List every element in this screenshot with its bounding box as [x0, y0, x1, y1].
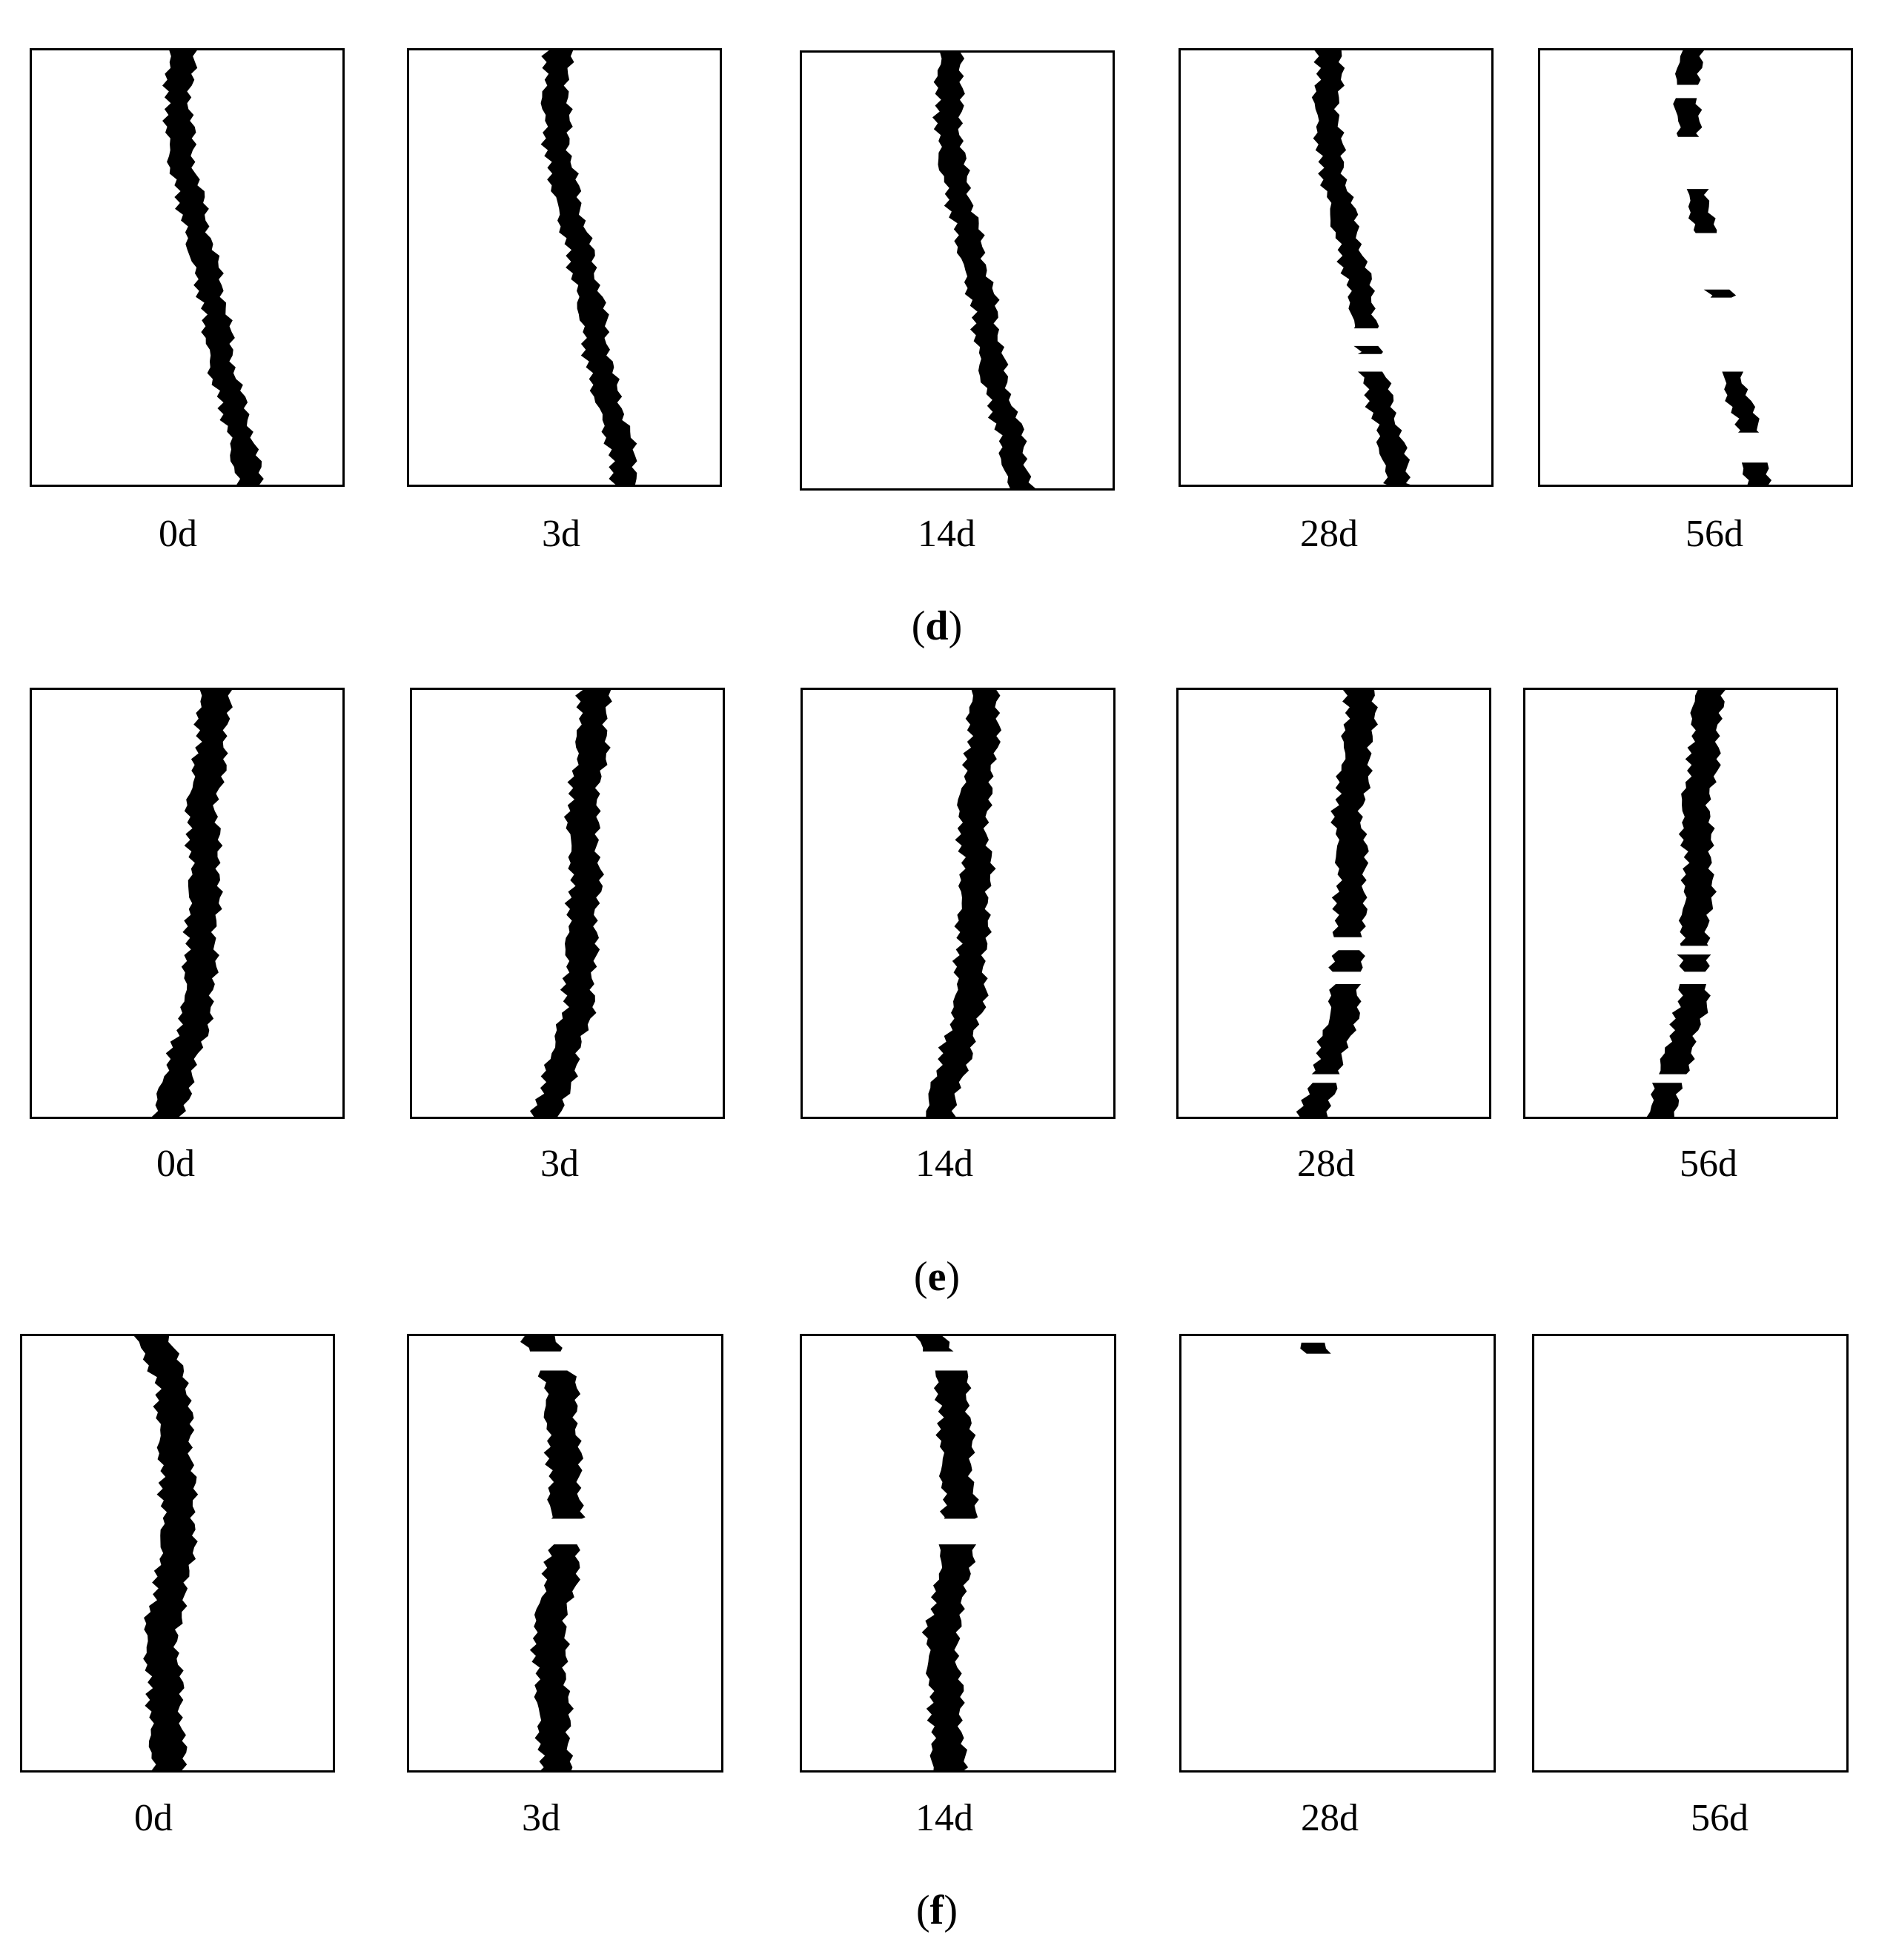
day-label-0d: 0d: [134, 1797, 173, 1839]
crack-segment: [932, 53, 1035, 488]
crack-segment: [1673, 98, 1703, 137]
crack-shape: [1296, 690, 1379, 1117]
crack-segment: [924, 690, 1002, 1117]
crack-image-d-0d: [30, 48, 345, 487]
crack-segment: [520, 1336, 563, 1352]
row-label-d: (d): [911, 603, 963, 649]
crack-segment: [921, 1544, 977, 1770]
crack-shape: [151, 690, 233, 1117]
row-letter: f: [929, 1887, 944, 1933]
crack-image-f-14d: [800, 1334, 1116, 1773]
crack-segment: [1296, 1083, 1338, 1117]
row-letter: e: [927, 1254, 947, 1300]
crack-shape: [915, 1336, 979, 1770]
crack-shape: [1300, 1342, 1331, 1354]
day-label-28d: 28d: [1300, 513, 1358, 555]
crack-image-d-56d: [1538, 48, 1853, 487]
crack-segment: [540, 50, 640, 485]
crack-segment: [1330, 690, 1379, 937]
day-label-56d: 56d: [1691, 1797, 1749, 1839]
day-label-3d: 3d: [540, 1143, 579, 1185]
crack-shape: [1673, 50, 1772, 485]
day-label-28d: 28d: [1301, 1797, 1359, 1839]
day-label-3d: 3d: [542, 513, 580, 555]
crack-image-f-56d: [1532, 1334, 1849, 1773]
crack-image-e-0d: [30, 688, 345, 1119]
crack-image-e-14d: [801, 688, 1116, 1119]
crack-segment: [1659, 983, 1711, 1074]
crack-segment: [1722, 371, 1760, 433]
day-label-14d: 14d: [915, 1797, 973, 1839]
crack-segment: [162, 50, 264, 485]
crack-segment: [537, 1370, 586, 1519]
row-letter: d: [925, 603, 949, 649]
crack-segment: [1741, 462, 1772, 485]
crack-segment: [1686, 189, 1717, 233]
day-label-3d: 3d: [522, 1797, 560, 1839]
crack-segment: [529, 690, 612, 1117]
day-label-0d: 0d: [159, 513, 197, 555]
crack-segment: [1678, 690, 1726, 946]
crack-image-d-28d: [1179, 48, 1494, 487]
crack-segment: [1674, 50, 1705, 85]
crack-segment: [1677, 954, 1711, 972]
crack-segment: [915, 1336, 954, 1352]
day-label-14d: 14d: [915, 1143, 973, 1185]
crack-segment: [1703, 289, 1737, 298]
crack-image-f-0d: [20, 1334, 335, 1773]
day-label-28d: 28d: [1297, 1143, 1355, 1185]
crack-segment: [1311, 983, 1362, 1074]
crack-shape: [540, 50, 640, 485]
crack-shape: [1534, 1336, 1846, 1770]
crack-shape: [162, 50, 264, 485]
crack-shape: [1646, 690, 1726, 1117]
crack-image-e-28d: [1176, 688, 1491, 1119]
crack-shape: [133, 1336, 199, 1770]
crack-segment: [1311, 50, 1379, 329]
crack-image-e-3d: [410, 688, 725, 1119]
crack-image-d-3d: [407, 48, 722, 487]
crack-shape: [520, 1336, 586, 1770]
crack-segment: [1328, 950, 1365, 972]
crack-segment: [529, 1544, 581, 1770]
row-label-e: (e): [913, 1254, 961, 1300]
crack-segment: [1646, 1083, 1683, 1117]
day-label-56d: 56d: [1685, 513, 1743, 555]
crack-shape: [1311, 50, 1411, 485]
crack-shape: [932, 53, 1035, 488]
crack-segment: [151, 690, 233, 1117]
crack-segment: [133, 1336, 199, 1770]
crack-shape: [529, 690, 612, 1117]
crack-image-d-14d: [800, 50, 1115, 491]
crack-segment: [1300, 1342, 1331, 1354]
crack-image-f-3d: [407, 1334, 723, 1773]
row-label-f: (f): [916, 1887, 958, 1933]
crack-image-e-56d: [1523, 688, 1838, 1119]
crack-image-f-28d: [1179, 1334, 1496, 1773]
crack-segment: [1357, 371, 1411, 485]
day-label-56d: 56d: [1680, 1143, 1737, 1185]
crack-shape: [924, 690, 1002, 1117]
crack-segment: [933, 1370, 979, 1519]
day-label-0d: 0d: [156, 1143, 195, 1185]
day-label-14d: 14d: [918, 513, 975, 555]
crack-segment: [1353, 345, 1383, 354]
